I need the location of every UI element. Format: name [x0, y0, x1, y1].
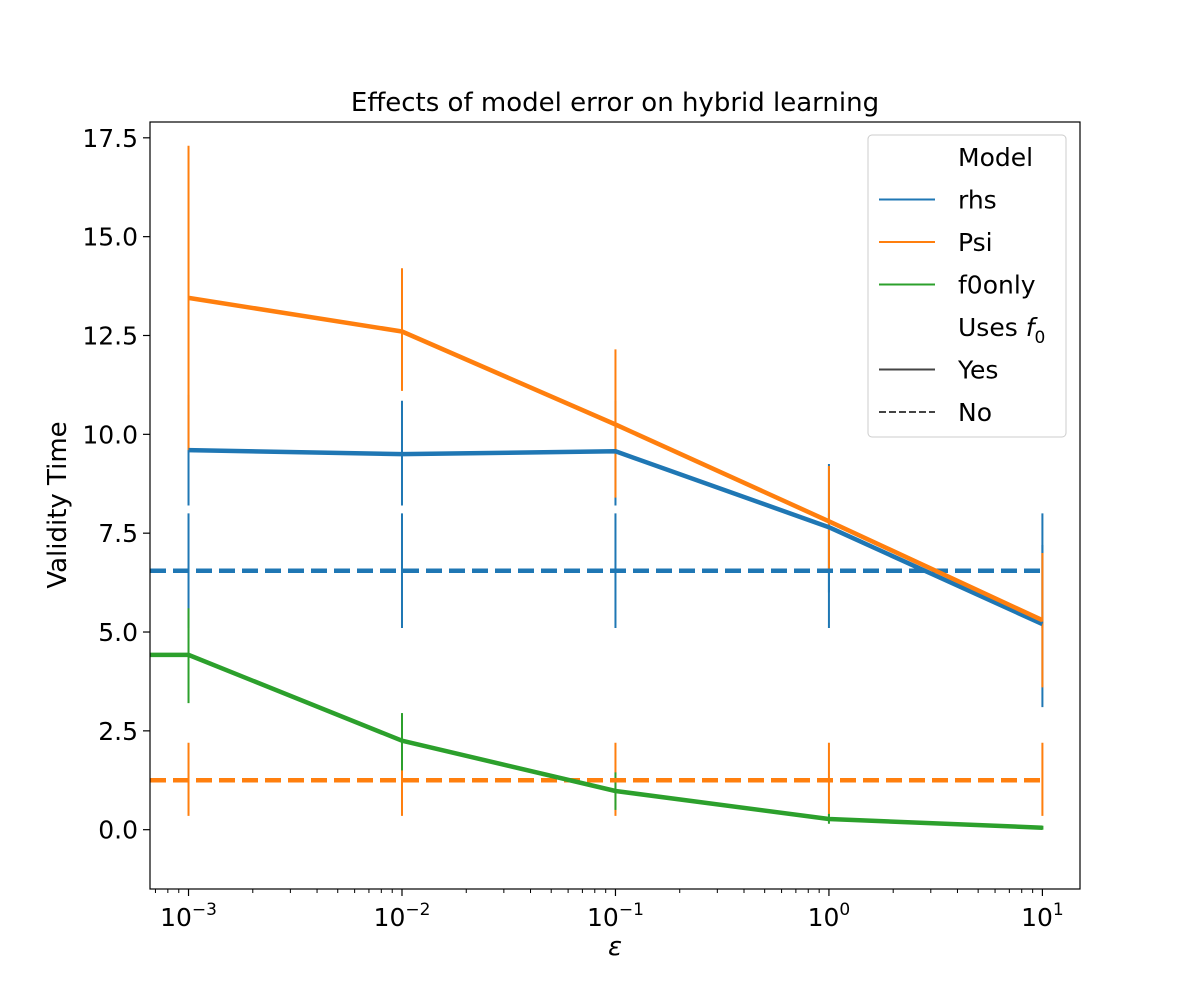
legend-frame	[867, 134, 1067, 438]
series-line-Psi-with-f0	[188, 295, 1044, 623]
x-tick-label-0: 10−3	[160, 900, 217, 932]
x-axis-label: ε	[608, 932, 622, 962]
legend: Model rhs Psi f0only Uses f0 Yes No	[867, 134, 1067, 438]
legend-label-6: No	[958, 398, 992, 427]
series-line-f0only-with-f0	[150, 652, 1043, 830]
x-axis-ticks: 10−3 10−2 10−1 100 101	[154, 889, 1064, 932]
series-line-rhs-with-f0	[188, 447, 1044, 627]
y-tick-label-5: 12.5	[82, 321, 138, 350]
y-tick-label-2: 5.0	[98, 618, 138, 647]
y-tick-label-4: 10.0	[82, 420, 138, 449]
y-tick-label-1: 2.5	[98, 717, 138, 746]
y-axis-ticks: 0.0 2.5 5.0 7.5 10.0 12.5 15.0 17.5	[82, 124, 150, 845]
legend-label-5: Yes	[957, 356, 998, 385]
legend-label-4: Uses f0	[958, 313, 1045, 348]
chart-title: Effects of model error on hybrid learnin…	[351, 88, 879, 118]
x-tick-label-4: 101	[1021, 900, 1064, 932]
x-tick-label-2: 10−1	[587, 900, 644, 932]
y-tick-label-7: 17.5	[82, 124, 138, 153]
y-tick-label-3: 7.5	[98, 519, 138, 548]
legend-label-2: Psi	[958, 228, 993, 257]
x-tick-label-1: 10−2	[374, 900, 431, 932]
legend-label-0: Model	[958, 143, 1033, 172]
legend-label-3: f0only	[958, 271, 1036, 300]
y-tick-label-0: 0.0	[98, 816, 138, 845]
plot-area	[150, 145, 1044, 830]
x-tick-label-3: 100	[808, 900, 851, 932]
series-lines	[150, 295, 1044, 830]
y-tick-label-6: 15.0	[82, 223, 138, 252]
legend-label-1: rhs	[958, 186, 997, 215]
y-axis-label: Validity Time	[43, 421, 73, 588]
